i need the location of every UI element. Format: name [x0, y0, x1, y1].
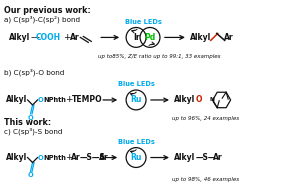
Text: Ar: Ar — [99, 153, 109, 162]
Text: +: + — [64, 33, 71, 42]
Text: b) C(sp³)-O bond: b) C(sp³)-O bond — [4, 68, 64, 76]
Text: Pd: Pd — [144, 33, 156, 42]
Text: Blue LEDs: Blue LEDs — [118, 139, 154, 145]
Text: Ru: Ru — [130, 95, 142, 105]
Text: +: + — [65, 95, 73, 105]
Text: Alkyl: Alkyl — [6, 153, 27, 162]
Text: This work:: This work: — [4, 118, 51, 127]
Text: Ar: Ar — [224, 33, 233, 42]
Text: O: O — [37, 97, 43, 103]
Text: TEMPO: TEMPO — [72, 95, 103, 105]
Text: NPhth: NPhth — [43, 155, 66, 160]
Text: Ar: Ar — [213, 153, 222, 162]
Text: Alkyl: Alkyl — [6, 95, 27, 105]
Text: up to 96%, 24 examples: up to 96%, 24 examples — [172, 116, 239, 121]
Text: O: O — [196, 95, 202, 105]
Text: O: O — [37, 155, 43, 160]
Text: Ar: Ar — [71, 153, 81, 162]
Text: Ru: Ru — [130, 153, 142, 162]
Text: COOH: COOH — [36, 33, 61, 42]
Text: Alkyl: Alkyl — [174, 153, 195, 162]
Text: —S—: —S— — [196, 153, 216, 162]
Text: Alkyl: Alkyl — [174, 95, 195, 105]
Text: —: — — [31, 33, 40, 42]
Text: O: O — [28, 172, 33, 178]
Text: up to 98%, 46 examples: up to 98%, 46 examples — [172, 177, 239, 182]
Text: a) C(sp³)-C(sp²) bond: a) C(sp³)-C(sp²) bond — [4, 15, 80, 23]
Text: NPhth: NPhth — [43, 97, 66, 103]
Text: N: N — [209, 98, 214, 102]
Text: Alkyl: Alkyl — [9, 33, 30, 42]
Text: Alkyl: Alkyl — [190, 33, 211, 42]
Text: Ir: Ir — [133, 33, 140, 42]
Text: Blue LEDs: Blue LEDs — [125, 19, 161, 25]
Text: —S—S—: —S—S— — [79, 153, 112, 162]
Text: +: + — [65, 153, 73, 162]
Text: c) C(sp³)-S bond: c) C(sp³)-S bond — [4, 128, 62, 135]
Text: Ar: Ar — [70, 33, 80, 42]
Text: Blue LEDs: Blue LEDs — [118, 81, 154, 87]
Text: O: O — [28, 115, 33, 121]
Text: up to85%, Z/E ratio up to 99:1, 33 examples: up to85%, Z/E ratio up to 99:1, 33 examp… — [98, 54, 221, 59]
Text: Our previous work:: Our previous work: — [4, 6, 90, 15]
